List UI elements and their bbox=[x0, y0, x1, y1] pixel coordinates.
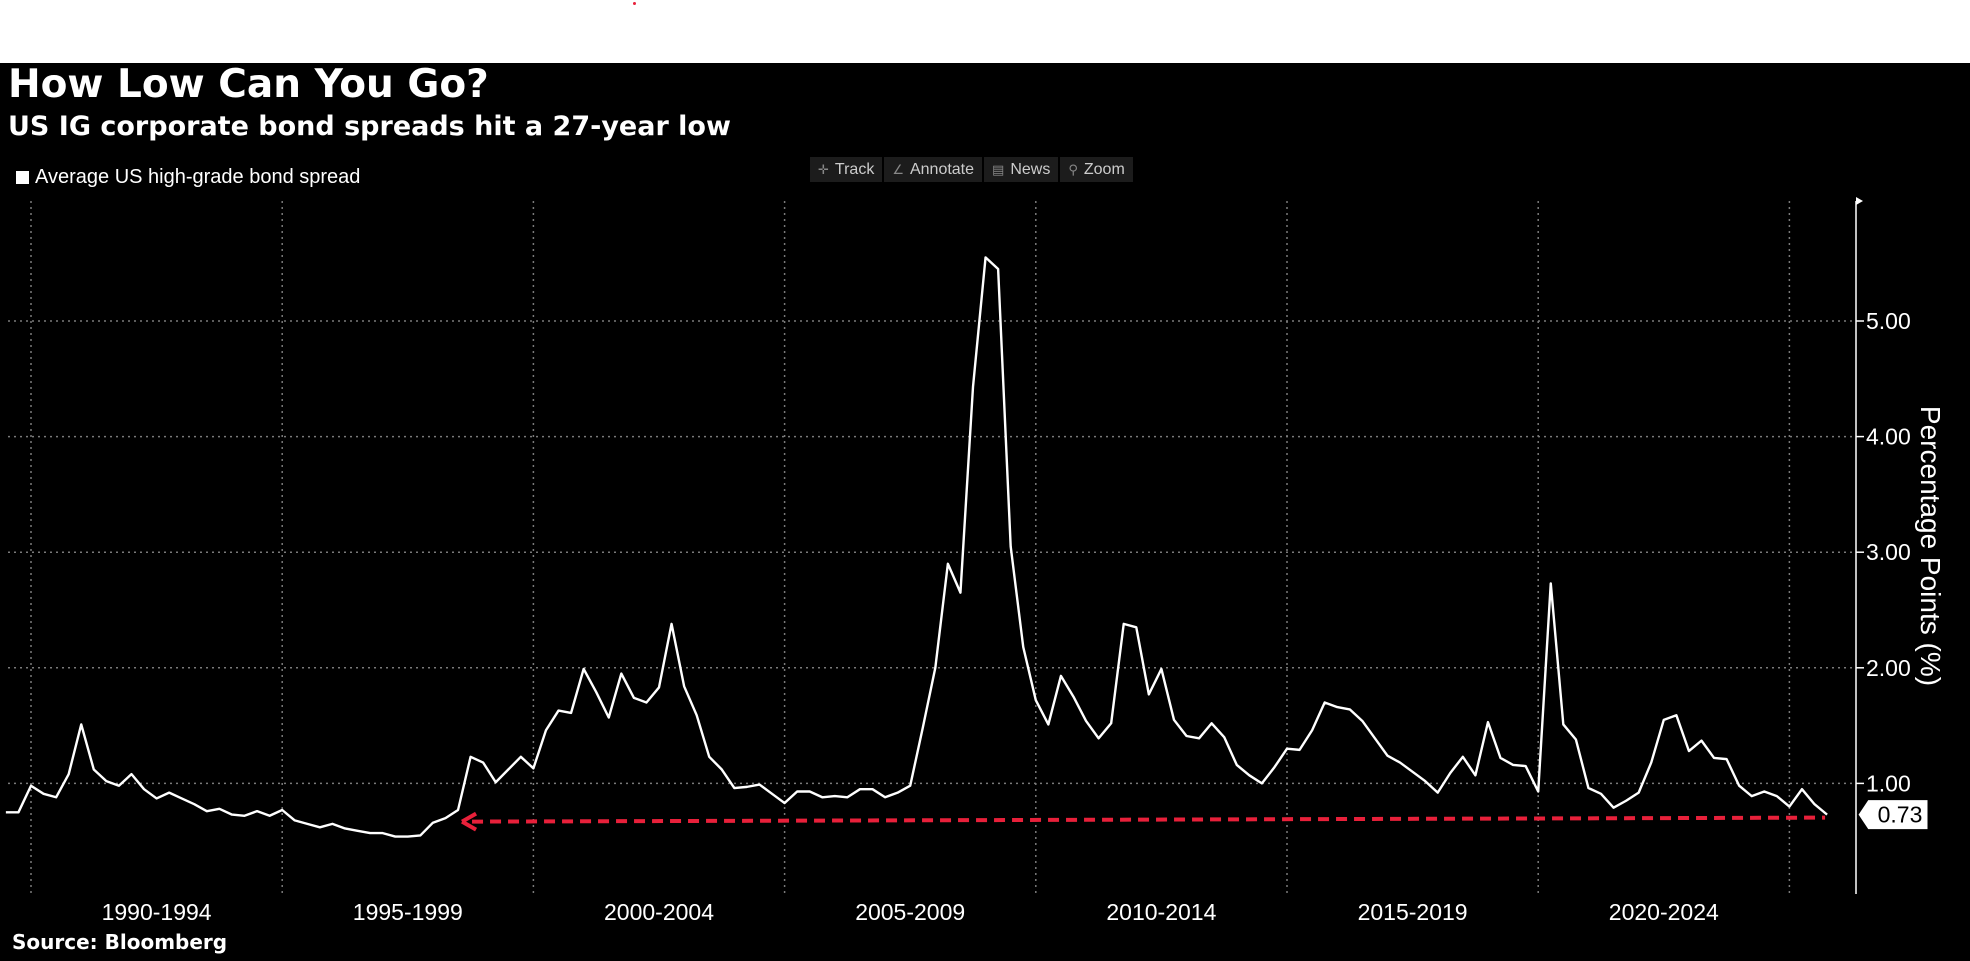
news-label: News bbox=[1010, 160, 1051, 178]
x-tick-label: 2020-2024 bbox=[1609, 899, 1719, 925]
chart-toolbar: ✛ Track ∠ Annotate ▤ News ⚲ Zoom bbox=[810, 157, 1133, 182]
y-axis-arrow bbox=[1856, 197, 1863, 205]
red-dot bbox=[633, 2, 636, 5]
series-line bbox=[5, 256, 1828, 838]
source-note: Source: Bloomberg bbox=[12, 930, 228, 954]
track-button[interactable]: ✛ Track bbox=[810, 157, 883, 182]
legend-label: Average US high-grade bond spread bbox=[35, 166, 361, 188]
low-arrow-head bbox=[461, 811, 478, 832]
x-tick-label: 1995-1999 bbox=[353, 899, 463, 925]
crosshair-icon: ✛ bbox=[818, 161, 829, 177]
last-value-label: 0.73 bbox=[1878, 802, 1923, 828]
track-label: Track bbox=[834, 160, 875, 178]
y-tick-label: 2.00 bbox=[1866, 655, 1911, 681]
y-tick-label: 5.00 bbox=[1866, 308, 1911, 334]
top-band bbox=[0, 0, 1970, 63]
x-tick-label: 1990-1994 bbox=[102, 899, 212, 925]
news-icon: ▤ bbox=[992, 161, 1005, 177]
x-tick-label: 2010-2014 bbox=[1106, 899, 1216, 925]
x-tick-label: 2015-2019 bbox=[1358, 899, 1468, 925]
magnifier-icon: ⚲ bbox=[1068, 161, 1078, 177]
pencil-icon: ∠ bbox=[892, 161, 904, 177]
y-tick-label: 3.00 bbox=[1866, 539, 1911, 565]
zoom-label: Zoom bbox=[1083, 160, 1125, 178]
chart-title: How Low Can You Go? bbox=[8, 62, 489, 107]
legend-swatch bbox=[16, 171, 29, 184]
chart-subtitle: US IG corporate bond spreads hit a 27-ye… bbox=[8, 111, 731, 142]
y-tick-label: 4.00 bbox=[1866, 424, 1911, 450]
last-value-tag bbox=[1857, 799, 1929, 831]
x-tick-label: 2005-2009 bbox=[855, 899, 965, 925]
low-arrow-line bbox=[472, 815, 1826, 824]
annotate-button[interactable]: ∠ Annotate bbox=[884, 157, 983, 182]
x-tick-label: 2000-2004 bbox=[604, 899, 714, 925]
y-tick-label: 1.00 bbox=[1866, 770, 1911, 796]
y-axis-title: Percentage Points (%) bbox=[1915, 405, 1946, 687]
zoom-button[interactable]: ⚲ Zoom bbox=[1060, 157, 1133, 182]
annotate-label: Annotate bbox=[909, 160, 975, 178]
news-button[interactable]: ▤ News bbox=[984, 157, 1059, 182]
legend: Average US high-grade bond spread bbox=[16, 166, 360, 189]
